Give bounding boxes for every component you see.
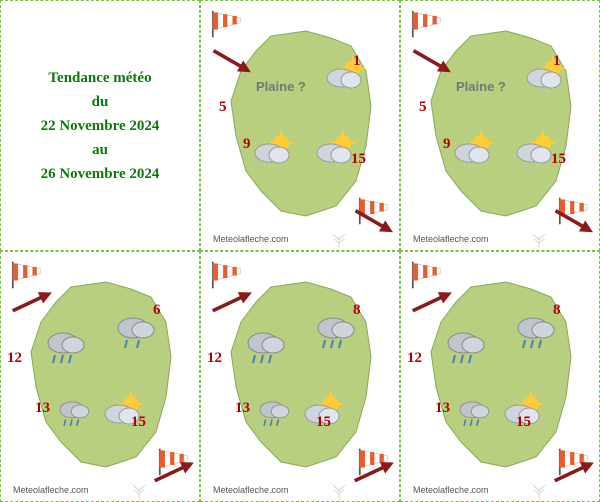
credit-label: Meteolafleche.com [213,234,289,244]
temperature-label: 9 [443,136,451,153]
weather-icon: * * * [523,56,568,96]
svg-text:* * *: * * * [525,163,540,171]
temperature-label: 13 [235,400,250,417]
weather-icon: * [113,312,158,352]
temperature-label: 8 [553,302,561,319]
temperature-label: 12 [7,350,22,367]
title-line3: 22 Novembre 2024 [41,118,160,134]
temperature-label: 15 [551,151,566,168]
title-line5: 26 Novembre 2024 [41,166,160,182]
tree-icon [529,481,549,499]
title-line4: au [92,142,108,158]
tree-icon [329,230,349,248]
title-line2: du [92,94,109,110]
credit-label: Meteolafleche.com [213,485,289,495]
temperature-label: 1 [353,53,361,70]
temperature-label: 6 [153,302,161,319]
windsock-icon [209,260,244,290]
weather-icon [513,312,558,352]
svg-text:* * *: * * * [263,163,278,171]
temperature-label: 15 [516,414,531,431]
svg-text:*: * [131,341,135,350]
tree-icon [129,481,149,499]
temperature-label: 1 [553,53,561,70]
weather-icon [256,397,301,437]
svg-text:* * *: * * * [535,88,550,96]
forecast-grid: Tendance météo du 22 Novembre 2024 au 26… [0,0,600,502]
weather-icon [443,327,488,367]
weather-icon [56,397,101,437]
temperature-label: 5 [419,99,427,116]
weather-icon [43,327,88,367]
svg-text:* * *: * * * [463,163,478,171]
temperature-label: 15 [131,414,146,431]
temperature-label: 13 [435,400,450,417]
svg-text:* * *: * * * [335,88,350,96]
weather-icon [243,327,288,367]
temperature-label: 15 [316,414,331,431]
tree-icon [529,230,549,248]
plaine-label: Plaine ? [256,79,306,94]
windsock-icon [409,260,444,290]
map-cell-day5: 12 8 13 15 Meteolafleche.com [400,251,600,502]
weather-icon: * * * [323,56,368,96]
title-line1: Tendance météo [48,70,151,86]
credit-label: Meteolafleche.com [13,485,89,495]
temperature-label: 5 [219,99,227,116]
weather-icon: * * * [451,131,496,171]
tree-icon [329,481,349,499]
temperature-label: 9 [243,136,251,153]
weather-icon [313,312,358,352]
title-text: Tendance météo du 22 Novembre 2024 au 26… [41,66,160,186]
temperature-label: 8 [353,302,361,319]
temperature-label: 12 [207,350,222,367]
map-cell-day3: * 12 6 13 15 Meteolafleche.com [0,251,200,502]
credit-label: Meteolafleche.com [413,485,489,495]
temperature-label: 15 [351,151,366,168]
windsock-icon [409,9,444,39]
weather-icon [456,397,501,437]
plaine-label: Plaine ? [456,79,506,94]
map-cell-day2: * * * * * * * * * 5 1 9 15 Plaine ? Meteolaf… [400,0,600,251]
map-cell-day4: 12 8 13 15 Meteolafleche.com [200,251,400,502]
weather-icon: * * * [251,131,296,171]
windsock-icon [209,9,244,39]
temperature-label: 12 [407,350,422,367]
svg-text:* * *: * * * [325,163,340,171]
title-cell: Tendance météo du 22 Novembre 2024 au 26… [0,0,200,251]
map-cell-day1: * * * * * * * * * 5 1 9 15 Plaine ? Meteolaf… [200,0,400,251]
credit-label: Meteolafleche.com [413,234,489,244]
temperature-label: 13 [35,400,50,417]
windsock-icon [9,260,44,290]
